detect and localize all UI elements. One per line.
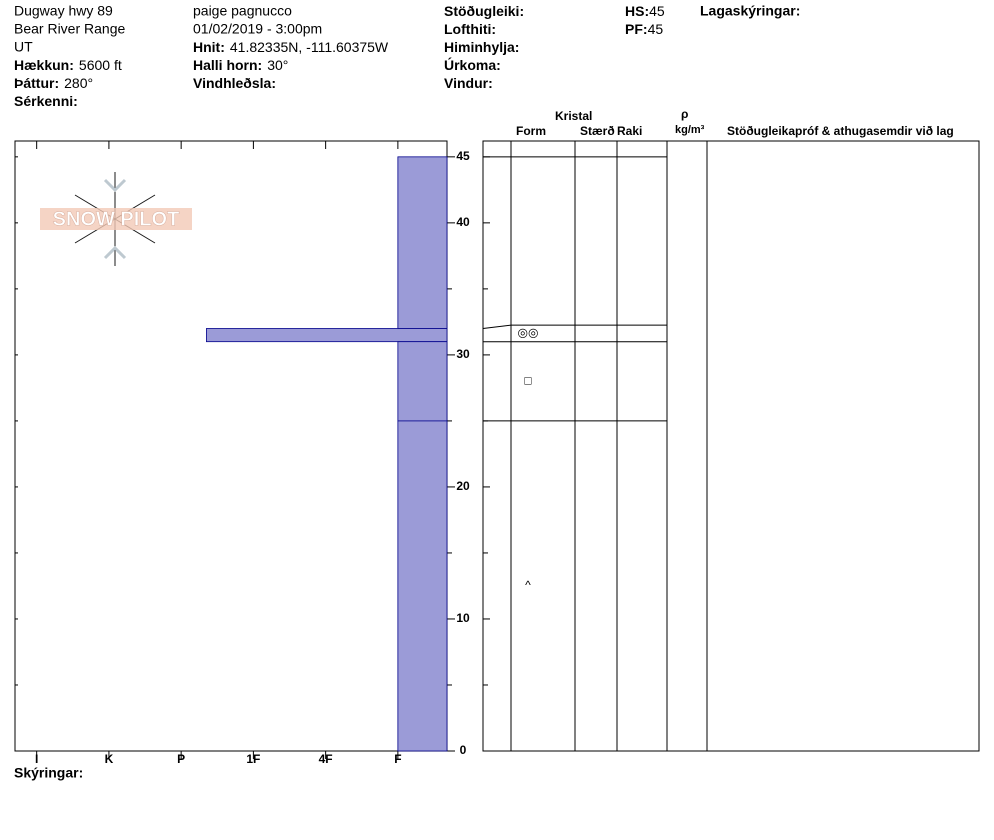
field-label: Hækkun:	[14, 57, 74, 73]
y-tick-label: 45	[456, 149, 470, 163]
x-tick-label: F	[394, 752, 401, 766]
field-label: Himinhylja:	[444, 39, 519, 55]
field-value: 5600 ft	[79, 57, 122, 73]
col-size: Stærð	[580, 124, 615, 138]
field: Stöðugleiki:	[444, 3, 524, 19]
col-tests: Stöðugleikapróf & athugasemdir við lag	[727, 124, 954, 138]
field-value: 30°	[267, 57, 288, 73]
layer-bar	[397, 156, 448, 329]
logo-band	[40, 208, 192, 230]
observer: paige pagnucco	[193, 3, 292, 19]
field: Þáttur: 280°	[14, 75, 93, 91]
col-moisture: Raki	[617, 124, 642, 138]
plot-frame	[14, 140, 448, 752]
field-label: Sérkenni:	[14, 93, 78, 109]
layer-notes: Lagaskýringar:	[700, 3, 800, 19]
field-label: PF:	[625, 21, 648, 37]
grain-form: ◎◎	[518, 326, 539, 340]
field: Vindhleðsla:	[193, 75, 276, 91]
field: Sérkenni:	[14, 93, 78, 109]
field: PF:45	[625, 21, 663, 37]
field: HS:45	[625, 3, 665, 19]
location: Dugway hwy 89	[14, 3, 113, 19]
col-form: Form	[516, 124, 546, 138]
field-value: 41.82335N, -111.60375W	[230, 39, 389, 55]
field-label: Stöðugleiki:	[444, 3, 524, 19]
field-label: Þáttur:	[14, 75, 59, 91]
location: Bear River Range	[14, 21, 125, 37]
layer-bar	[397, 341, 448, 422]
layer-connector	[482, 324, 512, 329]
col-rho: ρ	[681, 107, 688, 121]
field-label: Lofthiti:	[444, 21, 496, 37]
table-frame	[482, 140, 980, 752]
x-tick-label: I	[35, 752, 38, 766]
y-tick-label: 0	[460, 743, 467, 757]
grain-form: □	[524, 373, 531, 387]
x-tick-label: P	[177, 752, 185, 766]
layer-bar	[397, 420, 448, 752]
legend-label: Skýringar:	[14, 765, 83, 781]
field-label: Vindur:	[444, 75, 493, 91]
x-tick-label: 4F	[319, 752, 333, 766]
field-value: 45	[648, 21, 664, 37]
field-label: HS:	[625, 3, 649, 19]
logo-text: SNOW PILOT	[53, 208, 180, 230]
field: Hækkun: 5600 ft	[14, 57, 122, 73]
field: Himinhylja:	[444, 39, 519, 55]
field-label: Vindhleðsla:	[193, 75, 276, 91]
x-tick-label: K	[105, 752, 114, 766]
field-label: Halli horn:	[193, 57, 262, 73]
field-value: 45	[649, 3, 665, 19]
field: Hnit: 41.82335N, -111.60375W	[193, 39, 389, 55]
field-value: 280°	[64, 75, 93, 91]
datetime: 01/02/2019 - 3:00pm	[193, 21, 322, 37]
location: UT	[14, 39, 33, 55]
col-crystal: Kristal	[555, 109, 592, 123]
grain-form: ^	[525, 578, 531, 592]
field: Vindur:	[444, 75, 493, 91]
field-label: Úrkoma:	[444, 56, 501, 73]
field: Úrkoma:	[444, 56, 501, 73]
field: Halli horn: 30°	[193, 57, 288, 73]
field-label: Hnit:	[193, 39, 225, 55]
y-tick-label: 40	[456, 215, 470, 229]
col-density: kg/m³	[675, 124, 705, 136]
x-tick-label: 1F	[246, 752, 260, 766]
y-tick-label: 30	[456, 347, 470, 361]
field: Lofthiti:	[444, 21, 496, 37]
layer-bar	[206, 328, 448, 343]
y-tick-label: 10	[456, 611, 470, 625]
y-tick-label: 20	[456, 479, 470, 493]
